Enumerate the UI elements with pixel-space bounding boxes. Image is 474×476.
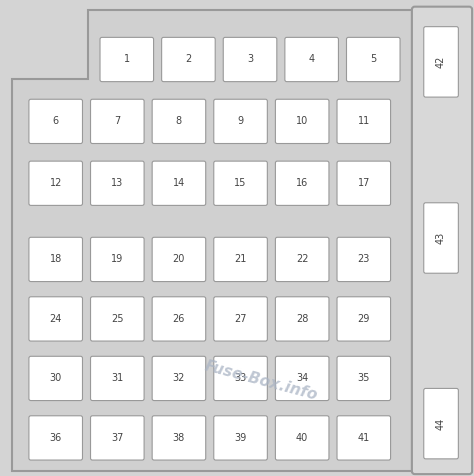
FancyBboxPatch shape [424,203,458,273]
Text: 15: 15 [234,178,247,188]
Text: 13: 13 [111,178,123,188]
Text: 19: 19 [111,254,123,265]
Text: 25: 25 [111,314,124,324]
FancyBboxPatch shape [91,99,144,144]
FancyBboxPatch shape [424,27,458,97]
Polygon shape [12,10,412,471]
Text: 26: 26 [173,314,185,324]
FancyBboxPatch shape [275,161,329,206]
Text: 28: 28 [296,314,309,324]
Text: 37: 37 [111,433,124,443]
Text: 39: 39 [235,433,246,443]
Text: 30: 30 [50,373,62,384]
Text: 9: 9 [237,116,244,127]
FancyBboxPatch shape [346,38,400,82]
FancyBboxPatch shape [100,38,154,82]
FancyBboxPatch shape [275,297,329,341]
Text: 8: 8 [176,116,182,127]
FancyBboxPatch shape [214,99,267,144]
Text: 20: 20 [173,254,185,265]
FancyBboxPatch shape [337,416,391,460]
Text: 4: 4 [309,54,315,65]
FancyBboxPatch shape [275,237,329,281]
Text: 12: 12 [49,178,62,188]
Text: 17: 17 [357,178,370,188]
FancyBboxPatch shape [152,416,206,460]
FancyBboxPatch shape [214,356,267,401]
FancyBboxPatch shape [214,161,267,206]
Text: 44: 44 [436,417,446,430]
Text: 31: 31 [111,373,123,384]
FancyBboxPatch shape [275,416,329,460]
FancyBboxPatch shape [91,416,144,460]
FancyBboxPatch shape [337,99,391,144]
FancyBboxPatch shape [152,99,206,144]
Text: 35: 35 [357,373,370,384]
Text: 10: 10 [296,116,308,127]
FancyBboxPatch shape [152,356,206,401]
FancyBboxPatch shape [424,388,458,459]
Text: 2: 2 [185,54,191,65]
FancyBboxPatch shape [152,237,206,281]
Text: 27: 27 [234,314,247,324]
FancyBboxPatch shape [337,237,391,281]
Text: 34: 34 [296,373,308,384]
Text: 41: 41 [358,433,370,443]
FancyBboxPatch shape [337,297,391,341]
Text: 5: 5 [370,54,376,65]
Text: 42: 42 [436,56,446,68]
FancyBboxPatch shape [214,416,267,460]
FancyBboxPatch shape [162,38,215,82]
FancyBboxPatch shape [91,237,144,281]
Text: 21: 21 [234,254,247,265]
Text: 23: 23 [357,254,370,265]
Text: 32: 32 [173,373,185,384]
FancyBboxPatch shape [29,237,82,281]
FancyBboxPatch shape [285,38,338,82]
Text: 43: 43 [436,232,446,244]
Text: 36: 36 [50,433,62,443]
FancyBboxPatch shape [214,237,267,281]
FancyBboxPatch shape [91,356,144,401]
Text: Fuse-Box.info: Fuse-Box.info [202,358,319,403]
FancyBboxPatch shape [223,38,277,82]
Text: 16: 16 [296,178,308,188]
Text: 38: 38 [173,433,185,443]
FancyBboxPatch shape [412,7,472,474]
FancyBboxPatch shape [29,297,82,341]
FancyBboxPatch shape [29,99,82,144]
FancyBboxPatch shape [214,297,267,341]
Text: 6: 6 [53,116,59,127]
Text: 7: 7 [114,116,120,127]
Text: 14: 14 [173,178,185,188]
FancyBboxPatch shape [29,161,82,206]
Text: 18: 18 [50,254,62,265]
FancyBboxPatch shape [275,356,329,401]
Text: 11: 11 [358,116,370,127]
FancyBboxPatch shape [337,356,391,401]
Text: 40: 40 [296,433,308,443]
FancyBboxPatch shape [275,99,329,144]
Text: 24: 24 [49,314,62,324]
FancyBboxPatch shape [152,161,206,206]
Text: 1: 1 [124,54,130,65]
FancyBboxPatch shape [29,416,82,460]
FancyBboxPatch shape [29,356,82,401]
Text: 22: 22 [296,254,309,265]
Text: 33: 33 [235,373,246,384]
Text: 29: 29 [357,314,370,324]
FancyBboxPatch shape [91,297,144,341]
FancyBboxPatch shape [337,161,391,206]
FancyBboxPatch shape [91,161,144,206]
Text: 3: 3 [247,54,253,65]
FancyBboxPatch shape [152,297,206,341]
